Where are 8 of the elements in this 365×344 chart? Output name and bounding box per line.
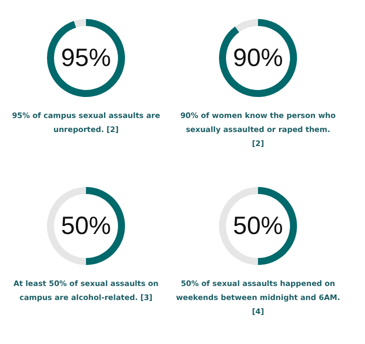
donut-slice: [74, 19, 86, 28]
text: 50%: [232, 212, 284, 240]
text: 50%: [60, 212, 112, 240]
text: 95%: [60, 44, 112, 72]
donut-slice: [47, 19, 125, 97]
donut-slice: [219, 19, 297, 97]
donut-slice: [235, 19, 258, 32]
text: 90%: [232, 44, 284, 72]
